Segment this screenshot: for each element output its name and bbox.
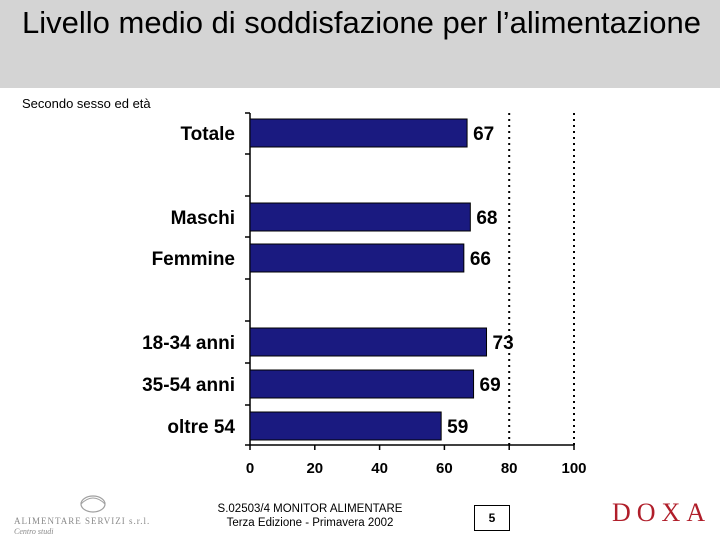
category-label-2: Femmine (152, 249, 235, 270)
company-logo (8, 494, 198, 536)
x-tick-label-40: 40 (371, 460, 388, 477)
data-label-4: 69 (480, 375, 501, 396)
study-info: S.02503/4 MONITOR ALIMENTARE Terza Edizi… (190, 502, 430, 530)
study-edition: Terza Edizione - Primavera 2002 (226, 517, 394, 529)
data-label-2: 66 (470, 249, 491, 270)
x-tick-label-100: 100 (561, 460, 586, 477)
data-label-0: 67 (473, 124, 494, 145)
logo-company-name: ALIMENTARE SERVIZI s.r.l. (14, 516, 151, 526)
category-label-1: Maschi (171, 208, 235, 229)
bar-chart: 0 20 40 60 80 100 Totale 67 Maschi 68 Femmine 66 18-… (142, 112, 587, 477)
x-tick-label-80: 80 (501, 460, 518, 477)
page-title: Livello medio di soddisfazione per l’ali… (22, 5, 701, 40)
crest-icon (80, 495, 106, 513)
x-tick-label-20: 20 (306, 460, 323, 477)
x-tick-label-60: 60 (436, 460, 453, 477)
category-label-0: Totale (180, 124, 235, 145)
bar-5 (249, 411, 442, 441)
bar-1 (249, 202, 471, 232)
x-tick-label-0: 0 (246, 460, 254, 477)
study-code: S.02503/4 MONITOR ALIMENTARE (217, 503, 403, 515)
doxa-logo: DOXA (612, 498, 712, 527)
title-band (0, 0, 720, 88)
data-label-3: 73 (493, 333, 514, 354)
category-label-5: oltre 54 (167, 417, 235, 438)
logo-subtitle: Centro studi (14, 527, 54, 536)
bar-0 (249, 118, 468, 148)
bar-4 (249, 369, 475, 399)
data-label-1: 68 (476, 208, 497, 229)
page-number: 5 (474, 505, 510, 531)
bar-3 (249, 327, 488, 357)
category-label-4: 35-54 anni (142, 375, 235, 396)
bar-2 (249, 243, 465, 273)
data-label-5: 59 (447, 417, 468, 438)
category-label-3: 18-34 anni (142, 333, 235, 354)
chart-subtitle: Secondo sesso ed età (22, 96, 151, 111)
